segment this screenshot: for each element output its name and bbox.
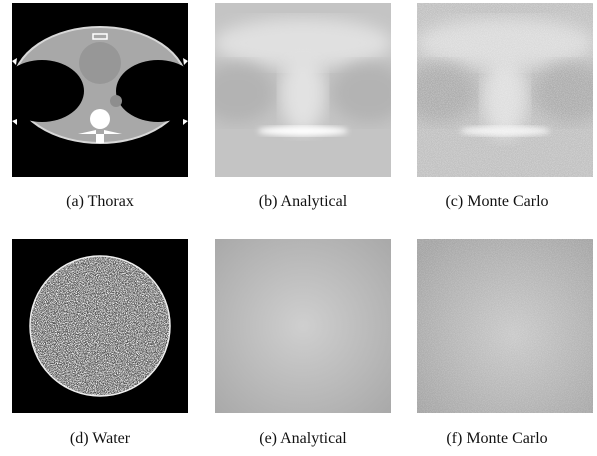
vessel	[110, 95, 122, 107]
analytical-thorax-image	[215, 3, 391, 177]
heart	[79, 42, 121, 84]
spine-glow	[258, 126, 348, 136]
caption: (b) Analytical	[203, 193, 403, 211]
analytical-water-image	[215, 239, 391, 413]
water-image	[12, 239, 188, 413]
caption: (a) Thorax	[0, 193, 200, 211]
monte-carlo-thorax-image	[417, 3, 593, 177]
caption: (d) Water	[0, 430, 200, 448]
figure: (a) Thorax (b) Analytical (c) Monte Carl…	[0, 0, 597, 456]
vertebra	[90, 109, 110, 129]
background	[215, 239, 391, 413]
caption: (e) Analytical	[203, 430, 403, 448]
caption: (f) Monte Carlo	[397, 430, 597, 448]
noise	[417, 239, 593, 413]
monte-carlo-water-image	[417, 239, 593, 413]
thorax-image	[12, 3, 188, 177]
center-glow	[281, 53, 325, 133]
noise	[417, 3, 593, 177]
caption: (c) Monte Carlo	[397, 193, 597, 211]
